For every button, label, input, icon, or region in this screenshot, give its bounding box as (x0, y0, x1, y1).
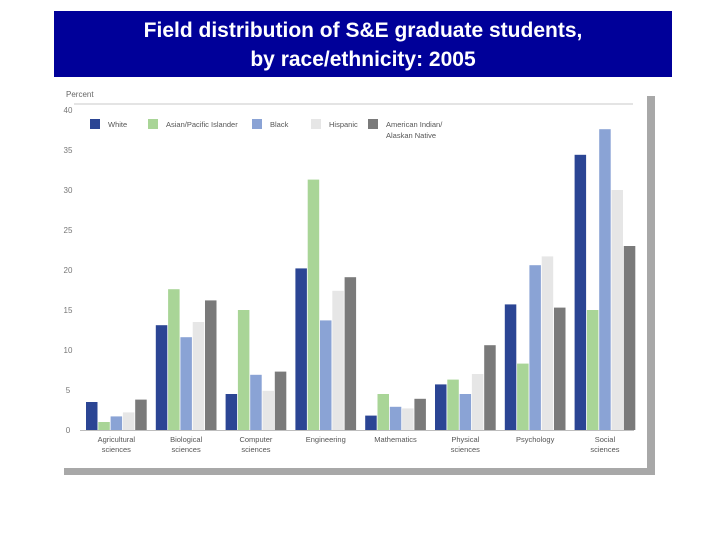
bar (554, 307, 566, 430)
x-category-label: Engineering (306, 435, 346, 444)
bar (155, 325, 168, 430)
y-tick-label: 10 (64, 346, 73, 355)
bar (484, 345, 496, 430)
bar (168, 289, 180, 430)
bar (344, 277, 357, 430)
bar (98, 422, 110, 430)
chart-panel: Percent 0 5 10 15 20 25 30 35 40 White Asian/Pacifi… (54, 86, 654, 474)
bar-chart: Percent 0 5 10 15 20 25 30 35 40 White Asian/Pacifi… (54, 86, 647, 468)
bar (225, 394, 238, 430)
bar (402, 408, 414, 430)
bar (86, 402, 98, 430)
legend-swatch (368, 119, 378, 129)
bar (192, 322, 205, 430)
bar (377, 394, 389, 430)
legend-label: Alaskan Native (386, 131, 436, 140)
bar (517, 363, 529, 430)
title-line-2: by race/ethnicity: 2005 (250, 48, 476, 71)
bar (274, 371, 287, 430)
bar (237, 310, 250, 430)
bar (365, 415, 377, 430)
bar (262, 390, 274, 430)
bar (110, 416, 123, 430)
legend-swatch (90, 119, 100, 129)
x-category-label: Mathematics (374, 435, 417, 444)
bar (332, 290, 344, 430)
chart-shadow-bottom (64, 468, 655, 475)
bar (471, 374, 484, 430)
legend-label: Hispanic (329, 120, 358, 129)
x-category-label: sciences (102, 445, 131, 454)
bar (205, 300, 217, 430)
y-axis-label: Percent (66, 90, 94, 99)
x-category-label: sciences (451, 445, 480, 454)
y-tick-label: 35 (64, 146, 73, 155)
legend-swatch (148, 119, 158, 129)
x-category-label: Social (595, 435, 616, 444)
y-tick-label: 30 (64, 186, 73, 195)
bar (122, 412, 135, 430)
y-tick-label: 15 (64, 306, 73, 315)
x-category-label: Biological (170, 435, 202, 444)
y-tick-label: 25 (64, 226, 73, 235)
bar (599, 129, 611, 430)
x-category-label: Psychology (516, 435, 555, 444)
bar (435, 384, 447, 430)
legend-label: American Indian/ (386, 120, 443, 129)
y-tick-label: 0 (66, 426, 71, 435)
bar (447, 379, 459, 430)
legend-label: Black (270, 120, 289, 129)
bar (135, 399, 147, 430)
y-tick-label: 20 (64, 266, 73, 275)
bar (586, 310, 599, 430)
bar (574, 154, 587, 431)
bar (250, 374, 262, 430)
bar (504, 304, 517, 430)
bar (389, 406, 402, 430)
legend-swatch (252, 119, 262, 129)
bar (459, 394, 472, 430)
y-tick-label: 5 (66, 386, 71, 395)
bar (295, 268, 307, 430)
slide-title: Field distribution of S&E graduate stude… (54, 11, 672, 77)
x-category-label: sciences (172, 445, 201, 454)
bar (307, 179, 320, 430)
x-category-label: sciences (241, 445, 270, 454)
legend-swatch (311, 119, 321, 129)
bar (623, 246, 636, 430)
bar (541, 256, 554, 430)
bar (180, 337, 192, 430)
legend-label: White (108, 120, 127, 129)
bar (529, 265, 541, 430)
bar (414, 398, 426, 430)
bar (320, 320, 332, 430)
x-category-label: Agricultural (98, 435, 136, 444)
title-line-1: Field distribution of S&E graduate stude… (143, 19, 583, 42)
legend-label: Asian/Pacific Islander (166, 120, 238, 129)
bar (611, 190, 623, 430)
x-category-label: Physical (451, 435, 479, 444)
chart-shadow-right (647, 96, 655, 474)
x-category-label: sciences (590, 445, 619, 454)
x-category-label: Computer (239, 435, 272, 444)
y-tick-label: 40 (64, 106, 73, 115)
